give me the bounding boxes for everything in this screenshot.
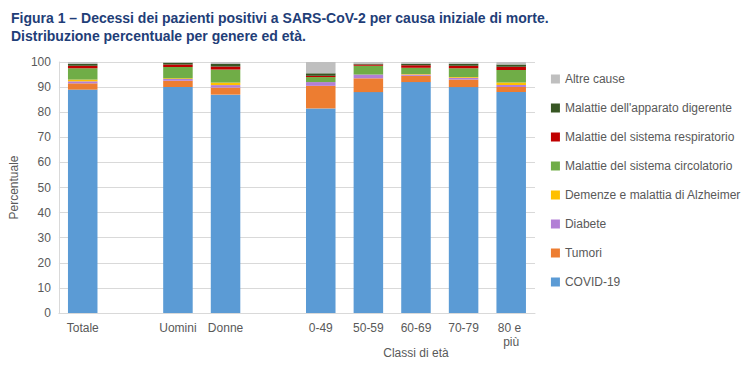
svg-text:70: 70 xyxy=(38,130,52,144)
svg-text:80: 80 xyxy=(38,105,52,119)
svg-text:Diabete: Diabete xyxy=(565,217,607,231)
svg-text:50-59: 50-59 xyxy=(353,321,384,335)
svg-text:Distribuzione percentuale per: Distribuzione percentuale per genere ed … xyxy=(11,28,306,44)
svg-text:20: 20 xyxy=(38,256,52,270)
svg-text:100: 100 xyxy=(31,55,51,69)
svg-text:Tumori: Tumori xyxy=(565,246,602,260)
svg-text:Figura 1 – Decessi dei pazient: Figura 1 – Decessi dei pazienti positivi… xyxy=(11,10,553,26)
svg-text:Totale: Totale xyxy=(67,321,99,335)
svg-text:COVID-19: COVID-19 xyxy=(565,275,621,289)
svg-text:50: 50 xyxy=(38,181,52,195)
svg-text:70-79: 70-79 xyxy=(448,321,479,335)
svg-text:Malattie del sistema respirato: Malattie del sistema respiratorio xyxy=(565,130,735,144)
svg-text:Malattie dell'apparato digeren: Malattie dell'apparato digerente xyxy=(565,101,732,115)
svg-text:80 e: 80 e xyxy=(498,321,525,335)
svg-text:Classi di età: Classi di età xyxy=(383,346,449,360)
svg-text:90: 90 xyxy=(38,80,52,94)
svg-text:Uomini: Uomini xyxy=(159,321,196,335)
svg-text:30: 30 xyxy=(38,231,52,245)
svg-text:Donne: Donne xyxy=(208,321,244,335)
svg-text:0: 0 xyxy=(44,306,51,320)
svg-text:Altre cause: Altre cause xyxy=(565,72,625,86)
svg-text:40: 40 xyxy=(38,206,52,220)
svg-text:60: 60 xyxy=(38,155,52,169)
svg-text:più: più xyxy=(503,335,519,349)
svg-text:60-69: 60-69 xyxy=(401,321,432,335)
svg-text:0-49: 0-49 xyxy=(309,321,333,335)
svg-text:Malattie del sistema circolato: Malattie del sistema circolatorio xyxy=(565,159,733,173)
svg-text:Demenze e malattia di Alzheime: Demenze e malattia di Alzheimer xyxy=(565,188,740,202)
svg-text:Percentuale: Percentuale xyxy=(7,155,21,219)
svg-text:10: 10 xyxy=(38,281,52,295)
